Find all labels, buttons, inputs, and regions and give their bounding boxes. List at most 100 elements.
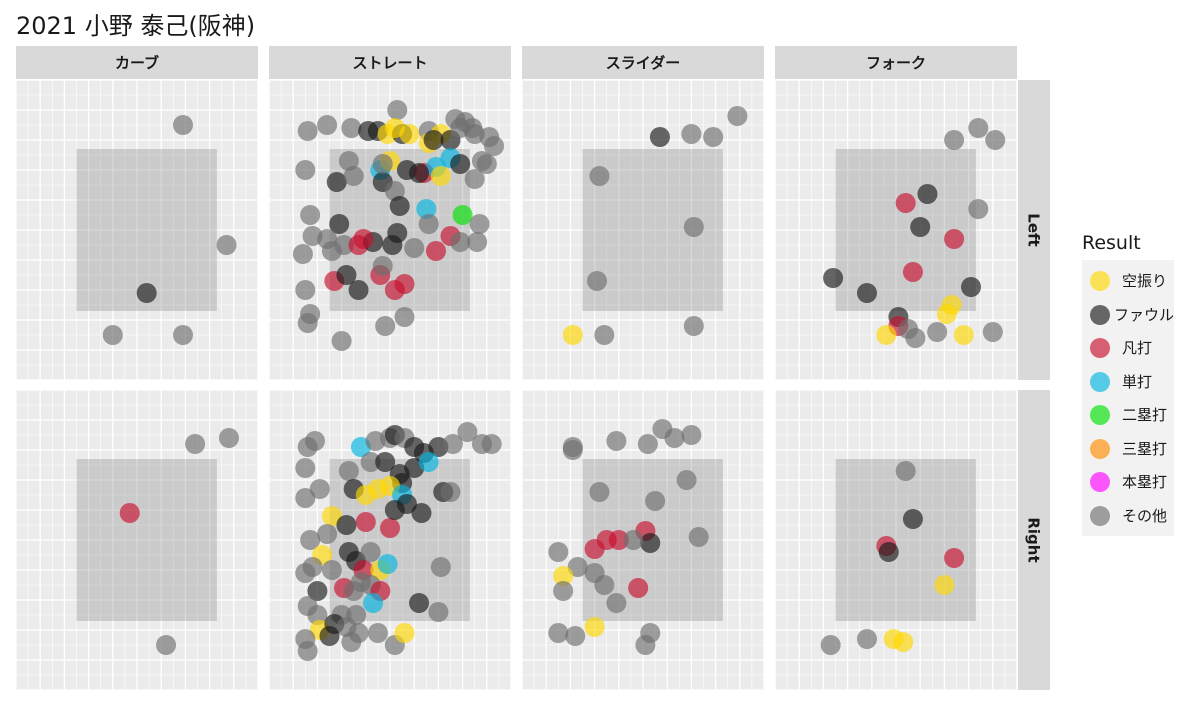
pitch-point bbox=[961, 277, 982, 297]
legend-item: 本塁打 bbox=[1082, 465, 1174, 499]
legend-label: ファウル bbox=[1113, 305, 1174, 324]
pitch-point bbox=[321, 241, 342, 261]
pitch-point bbox=[934, 575, 955, 595]
pitch-point bbox=[645, 491, 666, 511]
facet-strip-col-3: スライダー bbox=[522, 46, 764, 79]
legend-dot-icon bbox=[1090, 405, 1110, 425]
panel-left-col2 bbox=[268, 79, 512, 381]
pitch-point bbox=[553, 581, 574, 601]
pitch-point bbox=[553, 566, 574, 586]
pitch-point bbox=[156, 635, 177, 655]
pitch-point bbox=[353, 229, 374, 249]
strike-zone bbox=[76, 459, 217, 621]
pitch-point bbox=[360, 452, 381, 472]
facet-strip-row-right: Right bbox=[1018, 390, 1050, 690]
legend-dot-icon bbox=[1090, 371, 1110, 392]
pitch-point bbox=[372, 154, 393, 174]
panel-left-col4 bbox=[774, 79, 1018, 381]
pitch-point bbox=[589, 166, 610, 186]
pitch-point bbox=[484, 136, 505, 156]
panel-right-col2 bbox=[268, 389, 512, 691]
pitch-point bbox=[172, 325, 193, 345]
pitch-point bbox=[452, 205, 473, 225]
pitch-point bbox=[567, 557, 588, 577]
panel-right-col3 bbox=[521, 389, 765, 691]
legend-label: 三塁打 bbox=[1122, 439, 1168, 458]
pitch-point bbox=[297, 121, 318, 141]
legend-key bbox=[1082, 432, 1118, 466]
pitch-point bbox=[895, 193, 916, 213]
legend-key bbox=[1082, 499, 1118, 533]
legend-body: 空振り ファウル 凡打 単打 二塁打 三塁打 本塁打 その他 bbox=[1082, 260, 1174, 536]
pitch-point bbox=[917, 184, 938, 204]
pitch-point bbox=[326, 172, 347, 192]
pitch-point bbox=[856, 283, 877, 303]
pitch-point bbox=[377, 554, 398, 574]
legend-key bbox=[1082, 398, 1118, 432]
pitch-point bbox=[936, 304, 957, 324]
pitch-point bbox=[336, 515, 357, 535]
pitch-point bbox=[300, 205, 321, 225]
pitch-point bbox=[307, 581, 328, 601]
legend-label: 本塁打 bbox=[1122, 473, 1168, 492]
pitch-point bbox=[623, 530, 644, 550]
panel-left-col3 bbox=[521, 79, 765, 381]
legend-dot-icon bbox=[1090, 472, 1110, 492]
pitch-point bbox=[944, 548, 965, 568]
panel-right-col1 bbox=[15, 389, 259, 691]
pitch-point bbox=[688, 527, 709, 547]
legend-item: 単打 bbox=[1082, 365, 1174, 399]
legend-key bbox=[1082, 465, 1118, 499]
pitch-point bbox=[297, 641, 318, 661]
pitch-point bbox=[902, 262, 923, 282]
pitch-point bbox=[295, 280, 316, 300]
legend-key bbox=[1082, 298, 1110, 332]
pitch-point bbox=[910, 217, 931, 237]
pitch-point bbox=[338, 461, 359, 481]
legend-item: 空振り bbox=[1082, 264, 1174, 298]
pitch-point bbox=[676, 470, 697, 490]
facet-strip-col-4: フォーク bbox=[775, 46, 1017, 79]
pitch-point bbox=[635, 635, 656, 655]
pitch-point bbox=[968, 199, 989, 219]
legend-item: 二塁打 bbox=[1082, 398, 1174, 432]
pitch-point bbox=[450, 232, 471, 252]
pitch-point bbox=[185, 434, 206, 454]
pitch-point bbox=[481, 434, 502, 454]
pitch-point bbox=[119, 503, 140, 523]
pitch-point bbox=[450, 154, 471, 174]
pitch-point bbox=[820, 635, 841, 655]
pitch-point bbox=[343, 166, 364, 186]
pitch-point bbox=[664, 428, 685, 448]
pitch-point bbox=[608, 530, 629, 550]
legend-item: 凡打 bbox=[1082, 331, 1174, 365]
pitch-point bbox=[895, 461, 916, 481]
pitch-point bbox=[589, 482, 610, 502]
pitch-point bbox=[304, 431, 325, 451]
pitch-point bbox=[375, 452, 396, 472]
pitch-point bbox=[425, 241, 446, 261]
pitch-point bbox=[606, 431, 627, 451]
pitch-point bbox=[462, 118, 483, 138]
legend-dot-icon bbox=[1090, 304, 1110, 325]
pitch-point bbox=[372, 256, 393, 276]
pitch-point bbox=[985, 130, 1006, 150]
pitch-point bbox=[300, 304, 321, 324]
pitch-point bbox=[384, 118, 405, 138]
pitch-point bbox=[384, 280, 405, 300]
pitch-point bbox=[440, 482, 461, 502]
pitch-point bbox=[336, 265, 357, 285]
pitch-point bbox=[338, 151, 359, 171]
pitch-point bbox=[856, 629, 877, 649]
pitch-point bbox=[295, 458, 316, 478]
pitch-point bbox=[418, 452, 439, 472]
pitch-point bbox=[418, 214, 439, 234]
pitch-point bbox=[953, 325, 974, 345]
pitch-point bbox=[409, 593, 430, 613]
pitch-point bbox=[584, 539, 605, 559]
legend-key bbox=[1082, 365, 1118, 399]
pitch-point bbox=[893, 632, 914, 652]
legend: Result 空振り ファウル 凡打 単打 二塁打 三塁打 本塁打 その他 bbox=[1082, 232, 1174, 536]
pitch-point bbox=[384, 181, 405, 201]
